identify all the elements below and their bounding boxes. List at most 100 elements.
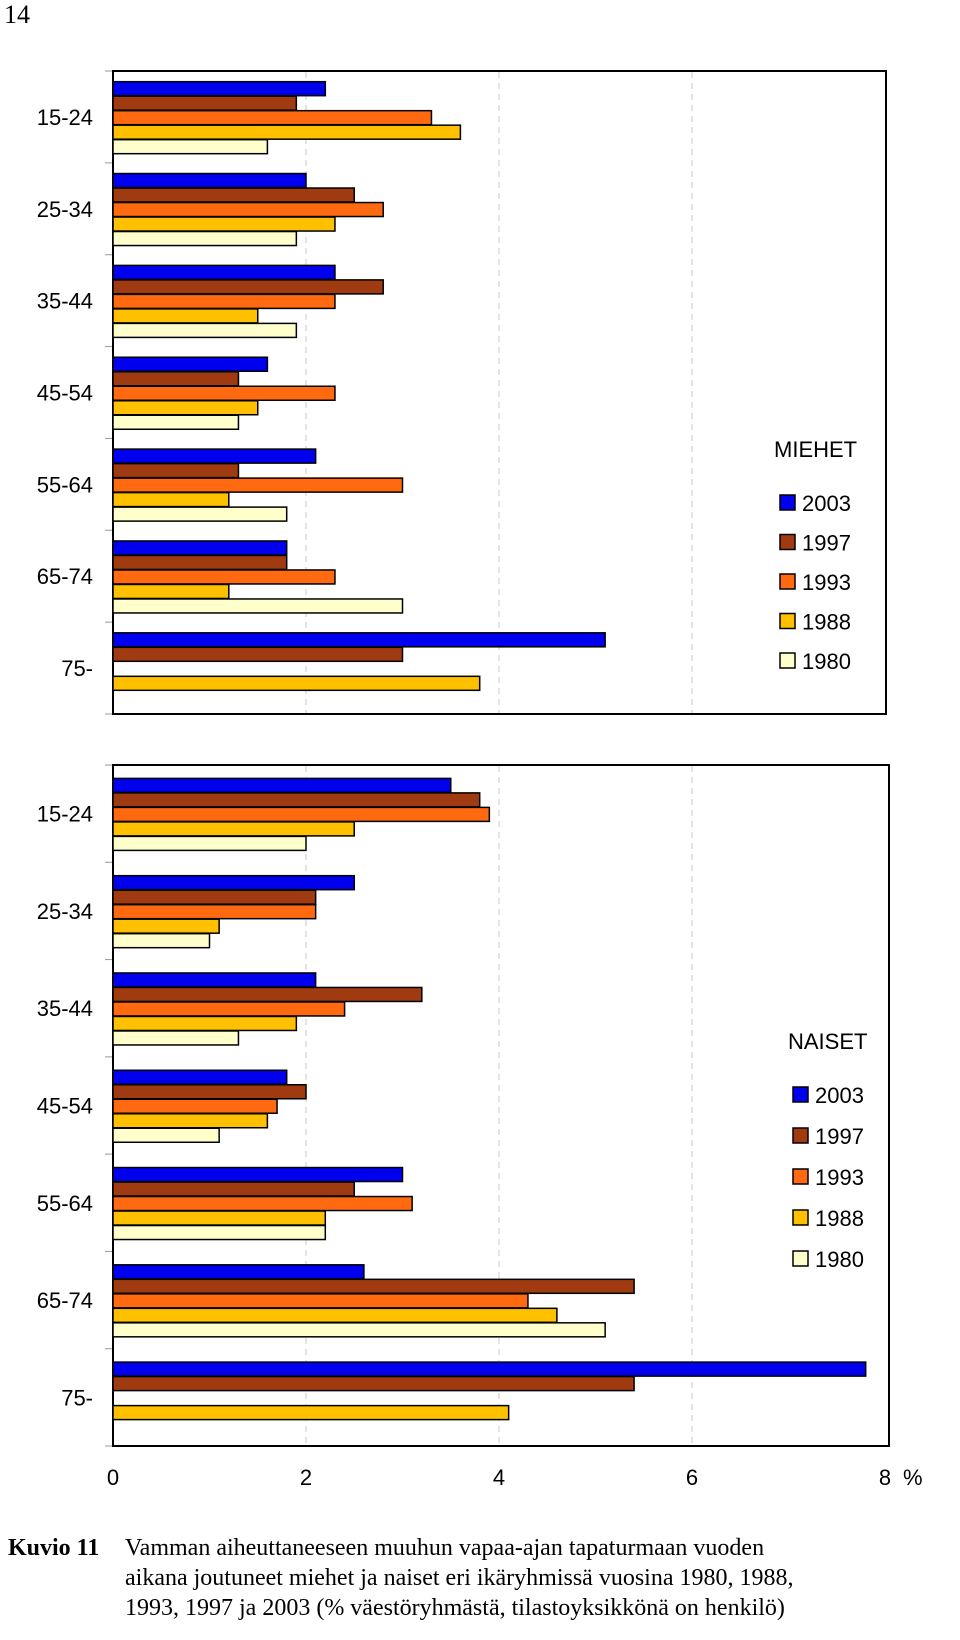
bar-naiset-55-64-1980 bbox=[112, 1224, 327, 1241]
legend-swatch-naiset-1997 bbox=[792, 1127, 809, 1144]
legend-swatch-naiset-1988 bbox=[792, 1209, 809, 1226]
bar-naiset-65-74-1980 bbox=[112, 1322, 606, 1338]
bar-naiset-75--2003 bbox=[112, 1361, 867, 1377]
legend-label-miehet-1993: 1993 bbox=[802, 570, 851, 595]
legend-label-naiset-1993: 1993 bbox=[815, 1165, 864, 1190]
bar-miehet-45-54-2003 bbox=[112, 356, 269, 372]
category-label-naiset-55-64: 55-64 bbox=[37, 1191, 93, 1216]
legend-label-miehet-1997: 1997 bbox=[802, 531, 851, 556]
bar-naiset-35-44-1980 bbox=[112, 1030, 240, 1046]
bar-naiset-55-64-1988 bbox=[112, 1210, 327, 1226]
bar-miehet-35-44-1993 bbox=[112, 293, 336, 310]
legend-label-miehet-1980: 1980 bbox=[802, 649, 851, 674]
legend-label-miehet-1988: 1988 bbox=[802, 610, 851, 635]
bar-miehet-65-74-1993 bbox=[112, 569, 336, 585]
x-tick-label-0: 0 bbox=[107, 1465, 119, 1490]
bar-naiset-25-34-2003 bbox=[112, 874, 355, 891]
x-tick-label-6: 6 bbox=[686, 1465, 698, 1490]
bar-miehet-25-34-2003 bbox=[112, 172, 307, 189]
legend-swatch-miehet-1988 bbox=[779, 612, 796, 630]
bar-naiset-45-54-1997 bbox=[112, 1084, 307, 1100]
bar-naiset-15-24-1993 bbox=[112, 806, 491, 823]
bar-miehet-35-44-1997 bbox=[112, 279, 384, 295]
bar-miehet-25-34-1988 bbox=[112, 216, 336, 232]
bar-charts: 15-24 25-34 35-44 45-54 55-64 65-74 75- MIEHET 2… bbox=[37, 70, 923, 1490]
bar-miehet-65-74-1980 bbox=[112, 598, 404, 614]
bar-miehet-35-44-1980 bbox=[112, 322, 298, 339]
bar-naiset-65-74-1988 bbox=[112, 1307, 558, 1324]
bar-miehet-15-24-1997 bbox=[112, 95, 298, 111]
bar-naiset-55-64-1997 bbox=[112, 1181, 355, 1197]
bar-miehet-15-24-2003 bbox=[112, 80, 327, 97]
bar-naiset-15-24-2003 bbox=[112, 777, 452, 794]
category-label-miehet-75-: 75- bbox=[61, 656, 93, 681]
legend-swatch-naiset-2003 bbox=[792, 1086, 809, 1103]
bar-miehet-75--1988 bbox=[112, 675, 481, 692]
category-label-naiset-25-34: 25-34 bbox=[37, 899, 93, 924]
category-label-miehet-25-34: 25-34 bbox=[37, 197, 93, 222]
category-label-miehet-45-54: 45-54 bbox=[37, 381, 93, 406]
legend-label-naiset-1988: 1988 bbox=[815, 1206, 864, 1231]
legend-swatch-miehet-2003 bbox=[779, 494, 796, 511]
bar-naiset-35-44-1988 bbox=[112, 1015, 298, 1032]
category-label-naiset-15-24: 15-24 bbox=[37, 802, 93, 827]
category-label-naiset-65-74: 65-74 bbox=[37, 1288, 93, 1313]
bar-naiset-25-34-1988 bbox=[112, 918, 220, 934]
bar-miehet-65-74-2003 bbox=[112, 540, 288, 556]
bar-miehet-35-44-1988 bbox=[112, 308, 259, 324]
bar-miehet-55-64-2003 bbox=[112, 448, 317, 464]
legend-title-naiset: NAISET bbox=[788, 1029, 867, 1054]
category-label-naiset-45-54: 45-54 bbox=[37, 1094, 93, 1119]
legend-swatch-miehet-1993 bbox=[779, 573, 796, 590]
bar-miehet-55-64-1988 bbox=[112, 491, 230, 508]
bar-miehet-45-54-1993 bbox=[112, 385, 336, 401]
bar-naiset-45-54-1980 bbox=[112, 1127, 220, 1143]
bar-naiset-25-34-1997 bbox=[112, 889, 317, 905]
legend-swatch-miehet-1997 bbox=[779, 533, 796, 551]
caption-line-1: Vamman aiheuttaneeseen muuhun vapaa-ajan… bbox=[125, 1535, 765, 1561]
bar-naiset-35-44-1997 bbox=[112, 986, 423, 1003]
bar-miehet-65-74-1988 bbox=[112, 583, 230, 600]
bar-miehet-65-74-1997 bbox=[112, 554, 288, 571]
legend-label-naiset-1980: 1980 bbox=[815, 1247, 864, 1272]
x-tick-label-8: 8 bbox=[879, 1465, 891, 1490]
legend-swatch-naiset-1980 bbox=[792, 1250, 809, 1267]
figure-caption: Kuvio 11 Vamman aiheuttaneeseen muuhun va… bbox=[8, 1533, 958, 1623]
bar-miehet-55-64-1993 bbox=[112, 477, 404, 493]
bar-miehet-55-64-1997 bbox=[112, 462, 240, 479]
bar-naiset-75--1997 bbox=[112, 1375, 635, 1392]
legend-title-miehet: MIEHET bbox=[774, 437, 857, 462]
bar-naiset-45-54-1993 bbox=[112, 1098, 278, 1114]
bar-miehet-25-34-1997 bbox=[112, 187, 355, 203]
category-label-miehet-55-64: 55-64 bbox=[37, 472, 93, 497]
bar-naiset-65-74-1997 bbox=[112, 1278, 635, 1295]
category-label-miehet-65-74: 65-74 bbox=[37, 564, 93, 589]
bar-naiset-45-54-2003 bbox=[112, 1069, 288, 1085]
bar-miehet-35-44-2003 bbox=[112, 264, 336, 281]
bar-miehet-75--2003 bbox=[112, 632, 606, 648]
bar-miehet-45-54-1980 bbox=[112, 414, 240, 430]
bar-naiset-15-24-1997 bbox=[112, 792, 481, 808]
bar-naiset-65-74-2003 bbox=[112, 1264, 365, 1280]
category-label-naiset-75-: 75- bbox=[61, 1385, 93, 1410]
category-label-naiset-35-44: 35-44 bbox=[37, 996, 93, 1021]
bar-naiset-25-34-1993 bbox=[112, 903, 317, 920]
bar-miehet-55-64-1980 bbox=[112, 506, 288, 522]
bar-naiset-15-24-1988 bbox=[112, 821, 355, 837]
bar-miehet-75--1997 bbox=[112, 646, 404, 663]
bar-naiset-25-34-1980 bbox=[112, 932, 211, 949]
bar-miehet-15-24-1988 bbox=[112, 124, 462, 140]
category-label-miehet-35-44: 35-44 bbox=[37, 289, 93, 314]
page-number: 14 bbox=[4, 0, 30, 29]
bar-naiset-55-64-2003 bbox=[112, 1166, 404, 1183]
legend-label-miehet-2003: 2003 bbox=[802, 491, 851, 516]
bar-naiset-15-24-1980 bbox=[112, 835, 307, 852]
legend-swatch-miehet-1980 bbox=[779, 652, 796, 669]
caption-line-2: aikana joutuneet miehet ja naiset eri ik… bbox=[125, 1565, 794, 1591]
category-label-miehet-15-24: 15-24 bbox=[37, 105, 93, 130]
x-tick-label-4: 4 bbox=[493, 1465, 505, 1490]
x-tick-label-2: 2 bbox=[300, 1465, 312, 1490]
bar-naiset-35-44-1993 bbox=[112, 1001, 346, 1017]
legend-label-naiset-2003: 2003 bbox=[815, 1083, 864, 1108]
bar-miehet-25-34-1993 bbox=[112, 201, 384, 218]
